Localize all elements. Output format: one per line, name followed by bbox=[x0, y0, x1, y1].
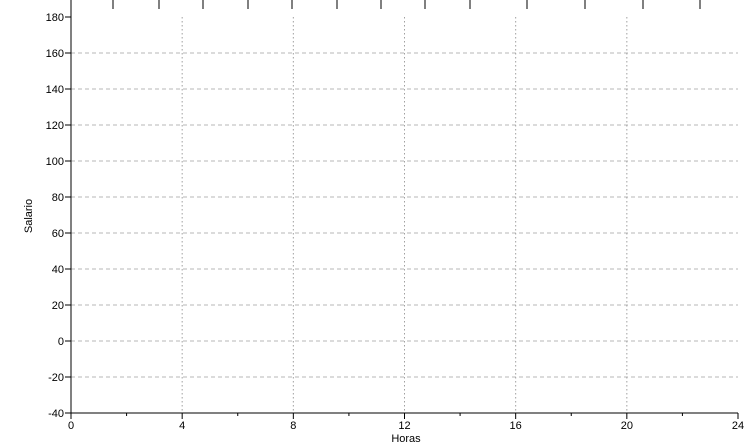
x-tick-label: 0 bbox=[68, 420, 74, 432]
x-tick-label: 4 bbox=[179, 420, 185, 432]
y-tick-label: 20 bbox=[52, 300, 64, 312]
y-axis-label: Salario bbox=[23, 199, 35, 233]
x-tick-label: 8 bbox=[290, 420, 296, 432]
x-tick-label: 20 bbox=[621, 420, 633, 432]
y-tick-label: -40 bbox=[48, 408, 64, 420]
x-tick-label: 12 bbox=[398, 420, 410, 432]
y-tick-label: 120 bbox=[46, 120, 64, 132]
y-tick-label: -20 bbox=[48, 372, 64, 384]
label-layer: Horas Salario bbox=[23, 199, 421, 445]
grid-layer bbox=[71, 17, 738, 413]
tick-layer: -40 -20 0 20 40 60 80 100 120 140 160 180 0 4 8 12 16 20 2… bbox=[46, 12, 744, 432]
x-tick-label: 24 bbox=[732, 420, 744, 432]
y-tick-label: 100 bbox=[46, 156, 64, 168]
x-axis-label: Horas bbox=[391, 433, 421, 443]
y-tick-label: 180 bbox=[46, 12, 64, 24]
y-tick-label: 140 bbox=[46, 84, 64, 96]
x-tick-label: 16 bbox=[510, 420, 522, 432]
y-tick-label: 0 bbox=[58, 336, 64, 348]
y-tick-label: 60 bbox=[52, 228, 64, 240]
y-tick-label: 160 bbox=[46, 48, 64, 60]
y-tick-label: 40 bbox=[52, 264, 64, 276]
y-tick-label: 80 bbox=[52, 192, 64, 204]
